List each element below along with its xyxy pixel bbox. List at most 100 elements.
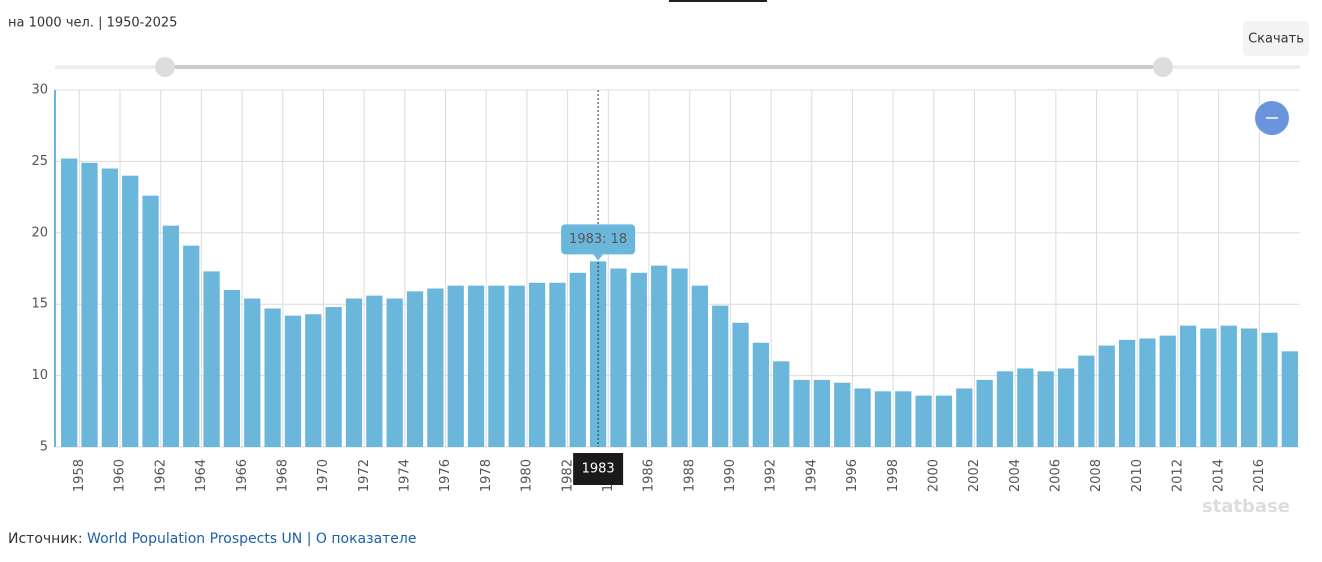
bar <box>773 361 790 447</box>
bar <box>895 391 912 447</box>
bar <box>142 195 159 447</box>
x-tick-label: 2000 <box>926 459 941 492</box>
bar <box>386 298 403 447</box>
y-tick-label: 25 <box>31 154 48 169</box>
bar <box>1179 325 1197 447</box>
x-tick-label: 2016 <box>1252 459 1267 492</box>
x-tick-label: 1964 <box>194 459 209 492</box>
bar <box>671 268 688 447</box>
bar <box>1261 332 1278 447</box>
bar <box>712 305 729 447</box>
bar <box>1139 338 1156 447</box>
x-tick-label: 2004 <box>1008 459 1023 492</box>
slider-handle[interactable] <box>1153 57 1173 77</box>
watermark: statbase <box>1202 496 1290 517</box>
bar <box>1017 368 1034 447</box>
x-tick-label: 1980 <box>520 459 535 492</box>
bar <box>366 295 383 447</box>
bar <box>752 342 770 447</box>
x-tick-label: 1996 <box>845 459 860 492</box>
bar <box>244 298 261 447</box>
x-tick-label: 2002 <box>967 459 982 492</box>
bar <box>874 391 892 447</box>
bar <box>447 285 464 447</box>
bar <box>1159 335 1176 447</box>
x-tick-label: 1972 <box>357 459 372 492</box>
x-tick-label: 2014 <box>1211 459 1226 492</box>
crosshair-label-box <box>573 453 624 485</box>
bar <box>1057 368 1075 447</box>
bar <box>183 245 200 447</box>
bar <box>122 175 139 447</box>
bar <box>528 282 546 447</box>
bar <box>1037 371 1054 447</box>
bar <box>956 388 973 447</box>
bar <box>935 395 953 447</box>
bar <box>325 307 342 447</box>
bar <box>223 289 241 447</box>
bar <box>569 272 586 447</box>
bar <box>1118 339 1136 447</box>
separator: | <box>302 531 316 547</box>
subtitle: на 1000 чел. | 1950-2025 <box>8 16 177 31</box>
tooltip-box <box>561 224 636 255</box>
y-tick-label: 5 <box>40 440 48 455</box>
crosshair-label: 1983 <box>582 462 615 477</box>
x-tick-label: 1962 <box>153 459 168 492</box>
y-tick-label: 30 <box>31 83 48 98</box>
x-tick-label: 2008 <box>1089 459 1104 492</box>
x-tick-label: 2006 <box>1049 459 1064 492</box>
bar <box>305 314 322 447</box>
bar <box>976 379 993 447</box>
bar <box>813 379 831 447</box>
bar <box>1098 345 1115 447</box>
bar <box>101 168 118 448</box>
bar <box>488 285 505 447</box>
x-tick-label: 2012 <box>1171 459 1186 492</box>
bar <box>203 271 220 447</box>
x-tick-label: 2010 <box>1130 459 1145 492</box>
bar <box>610 268 627 447</box>
tooltip-label: 1983: 18 <box>569 232 627 247</box>
slider-handle[interactable] <box>155 57 175 77</box>
y-tick-label: 10 <box>31 368 48 383</box>
x-tick-label: 1976 <box>438 459 453 492</box>
bar <box>345 298 363 447</box>
x-tick-label: 1994 <box>804 459 819 492</box>
bar <box>732 322 749 447</box>
x-tick-label: 1966 <box>235 459 250 492</box>
bar <box>284 315 302 447</box>
bar <box>1241 328 1258 447</box>
bar <box>854 388 871 447</box>
source-link[interactable]: World Population Prospects UN <box>87 531 302 547</box>
bar <box>406 291 424 447</box>
bar <box>508 285 525 447</box>
x-tick-label: 1974 <box>398 459 413 492</box>
source: Источник: World Population Prospects UN … <box>8 531 416 547</box>
bar <box>1078 355 1095 447</box>
x-tick-label: 1982 <box>560 459 575 492</box>
x-tick-label: 1992 <box>764 459 779 492</box>
y-tick-label: 20 <box>31 225 48 240</box>
bar <box>1220 325 1237 447</box>
x-tick-label: 1958 <box>72 459 87 492</box>
bar <box>427 288 444 447</box>
x-tick-label: 1986 <box>642 459 657 492</box>
bar <box>467 285 485 447</box>
bar <box>264 308 281 447</box>
bar <box>81 162 98 447</box>
download-label[interactable]: Скачать <box>1248 32 1304 47</box>
bar <box>630 272 647 447</box>
x-tick-label: 1970 <box>316 459 331 492</box>
x-tick-label: 1968 <box>275 459 290 492</box>
about-link[interactable]: О показателе <box>316 531 417 547</box>
bar <box>996 371 1014 447</box>
tooltip-pointer <box>593 254 604 261</box>
x-tick-label: 1998 <box>886 459 901 492</box>
bar <box>61 158 78 447</box>
bar <box>549 282 566 447</box>
plot: 5 10 15 20 25 30 1958 1960 1962 1964 1966 1968 1970 1… <box>31 83 1300 492</box>
download-button[interactable] <box>1243 21 1309 56</box>
